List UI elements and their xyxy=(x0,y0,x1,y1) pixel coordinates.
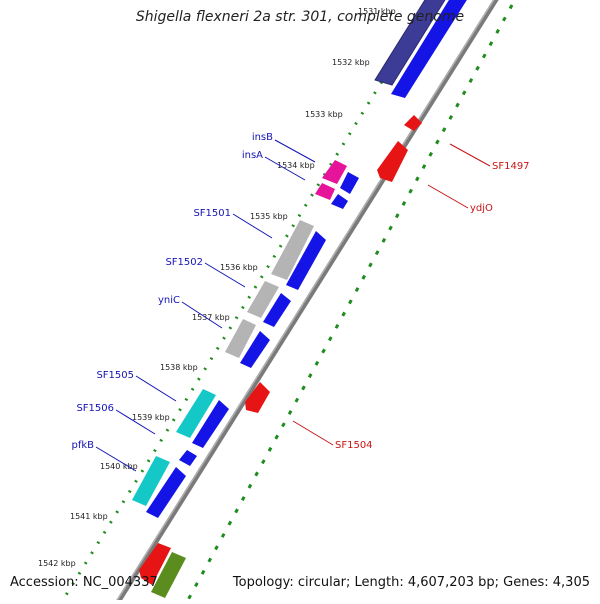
kbp-label: 1532 kbp xyxy=(332,58,370,67)
gene-label[interactable]: insB xyxy=(252,132,273,143)
gene-insA[interactable] xyxy=(315,183,335,200)
gene-pfkB[interactable] xyxy=(179,450,197,466)
gene-label[interactable]: SF1506 xyxy=(76,403,114,414)
gene-yniC[interactable] xyxy=(225,319,256,358)
gene-reverse[interactable] xyxy=(404,115,422,131)
gene-forward[interactable] xyxy=(286,231,326,290)
topology-text: Topology: circular; Length: 4,607,203 bp… xyxy=(232,575,590,590)
gene-forward[interactable] xyxy=(240,331,270,368)
label-connector xyxy=(181,301,223,329)
gene-label[interactable]: SF1501 xyxy=(193,208,231,219)
scale-track-left xyxy=(61,0,434,601)
kbp-label: 1540 kbp xyxy=(100,462,138,471)
kbp-label: 1538 kbp xyxy=(160,363,198,372)
kbp-label: 1535 kbp xyxy=(250,212,288,221)
kbp-label: 1542 kbp xyxy=(38,559,76,568)
gene-forward[interactable] xyxy=(331,194,348,209)
gene-label[interactable]: SF1502 xyxy=(165,257,203,268)
gene-SF1502[interactable] xyxy=(247,281,279,318)
gene-label[interactable]: SF1504 xyxy=(335,440,373,451)
gene-label[interactable]: SF1497 xyxy=(492,161,530,172)
kbp-label: 1539 kbp xyxy=(132,413,170,422)
gene-label[interactable]: yniC xyxy=(158,295,180,306)
genome-title: Shigella flexneri 2a str. 301, complete … xyxy=(135,9,465,25)
gene-forward[interactable] xyxy=(263,293,291,327)
label-connector xyxy=(264,156,306,181)
gene-block-forward[interactable] xyxy=(391,0,470,98)
gene-SF1505[interactable] xyxy=(176,389,216,438)
gene-label[interactable]: SF1505 xyxy=(96,370,134,381)
gene-olive[interactable] xyxy=(151,552,186,598)
label-connector xyxy=(232,213,273,239)
label-connector xyxy=(292,420,334,446)
accession-text: Accession: NC_004337 xyxy=(10,575,158,590)
gene-label[interactable]: pfkB xyxy=(71,440,94,451)
gene-insB[interactable] xyxy=(322,160,347,184)
gene-SF1501[interactable] xyxy=(271,220,314,280)
genome-backbone xyxy=(113,0,499,604)
label-connector xyxy=(115,409,156,435)
label-connector xyxy=(449,143,491,167)
genome-backbone-highlight xyxy=(113,0,495,604)
gene-forward[interactable] xyxy=(146,467,186,518)
gene-SF1506[interactable] xyxy=(132,456,170,506)
gene-reverse[interactable] xyxy=(245,382,270,413)
label-connector xyxy=(274,139,316,163)
gene-forward[interactable] xyxy=(192,400,229,448)
scale-track-right xyxy=(186,4,514,601)
kbp-label: 1534 kbp xyxy=(277,161,315,170)
label-connector xyxy=(95,446,137,472)
gene-forward[interactable] xyxy=(340,172,359,194)
kbp-label: 1537 kbp xyxy=(192,313,230,322)
label-connector xyxy=(427,184,469,209)
gene-reverse[interactable] xyxy=(139,543,171,585)
gene-label[interactable]: ydjO xyxy=(470,203,493,214)
gene-label[interactable]: insA xyxy=(242,150,263,161)
kbp-label: 1531 kbp xyxy=(358,7,396,16)
kbp-label: 1541 kbp xyxy=(70,512,108,521)
kbp-label: 1533 kbp xyxy=(305,110,343,119)
gene-reverse[interactable] xyxy=(377,141,408,182)
kbp-label: 1536 kbp xyxy=(220,263,258,272)
label-connector xyxy=(135,375,177,402)
label-connector xyxy=(204,262,246,288)
gene-block-darkblue[interactable] xyxy=(374,0,448,86)
